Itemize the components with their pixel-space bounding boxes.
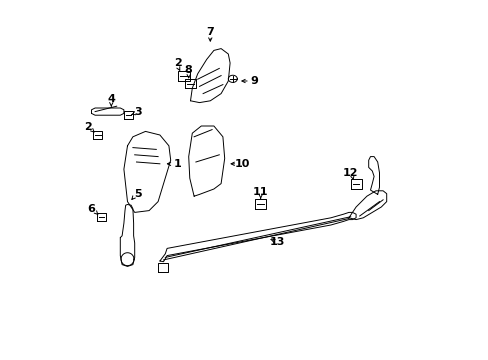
Text: 11: 11	[252, 186, 268, 197]
Text: 4: 4	[107, 94, 115, 104]
Text: 9: 9	[250, 76, 258, 86]
Text: 12: 12	[342, 168, 358, 178]
Text: 10: 10	[235, 159, 250, 169]
Text: 5: 5	[134, 189, 142, 199]
Text: 7: 7	[206, 27, 214, 37]
Text: 8: 8	[184, 65, 192, 75]
Text: 2: 2	[84, 122, 92, 132]
Text: 3: 3	[134, 107, 142, 117]
Text: 2: 2	[174, 58, 182, 68]
Text: 13: 13	[269, 237, 285, 247]
Text: 1: 1	[174, 159, 182, 169]
Text: 6: 6	[87, 204, 95, 214]
